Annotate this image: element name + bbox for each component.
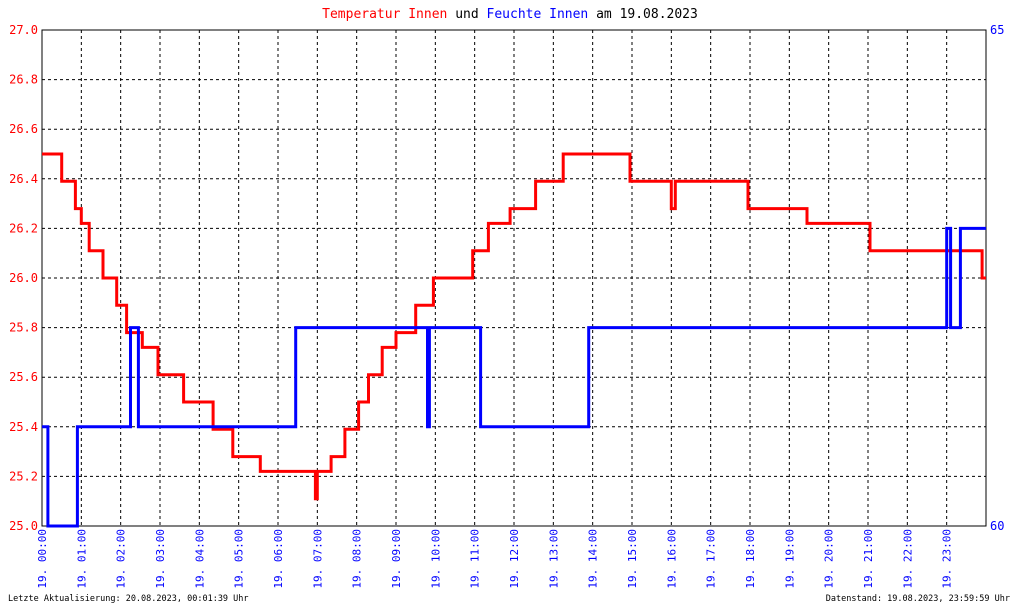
y-tick-label-left: 25.8 [9, 321, 38, 335]
x-tick-label: 19. 12:00 [508, 529, 521, 589]
x-tick-label: 19. 02:00 [115, 529, 128, 589]
x-tick-label: 19. 14:00 [587, 529, 600, 589]
chart-title: Temperatur Innen und Feuchte Innen am 19… [322, 7, 698, 22]
footer-last-update: Letzte Aktualisierung: 20.08.2023, 00:01… [8, 594, 249, 604]
x-tick-label: 19. 03:00 [154, 529, 167, 589]
y-tick-label-left: 26.2 [9, 221, 38, 235]
y-tick-label-left: 26.4 [9, 172, 38, 186]
x-tick-label: 19. 22:00 [901, 529, 914, 589]
x-tick-label: 19. 07:00 [311, 529, 324, 589]
y-axis-left-labels: 25.0 25.2 25.4 25.6 25.8 26.0 26.2 26.4 26.6 26.8… [9, 23, 38, 533]
x-tick-label: 19. 09:00 [390, 529, 403, 589]
x-tick-label: 19. 13:00 [547, 529, 560, 589]
y-tick-label-left: 27.0 [9, 23, 38, 37]
title-date: am 19.08.2023 [588, 7, 698, 22]
x-tick-label: 19. 16:00 [665, 529, 678, 589]
footer-data-status: Datenstand: 19.08.2023, 23:59:59 Uhr [826, 594, 1010, 604]
series-line-temperature [42, 152, 986, 501]
x-tick-label: 19. 01:00 [75, 529, 88, 589]
x-tick-label: 19. 17:00 [705, 529, 718, 589]
y-tick-label-left: 25.0 [9, 519, 38, 533]
x-tick-label: 19. 08:00 [351, 529, 364, 589]
x-tick-label: 19. 04:00 [193, 529, 206, 589]
title-temperature: Temperatur Innen [322, 7, 447, 22]
title-humidity: Feuchte Innen [487, 7, 589, 22]
series [42, 152, 986, 528]
x-tick-label: 19. 06:00 [272, 529, 285, 589]
y-tick-label-left: 25.2 [9, 469, 38, 483]
y-tick-label-left: 25.4 [9, 420, 38, 434]
x-tick-label: 19. 20:00 [823, 529, 836, 589]
x-tick-label: 19. 10:00 [429, 529, 442, 589]
y-tick-label-left: 25.6 [9, 370, 38, 384]
x-axis-labels: 19. 00:00 19. 01:00 19. 02:00 19. 03:00 19. … [36, 529, 954, 589]
title-und: und [447, 7, 486, 22]
x-tick-label: 19. 11:00 [469, 529, 482, 589]
y-tick-label-left: 26.6 [9, 122, 38, 136]
x-tick-label: 19. 05:00 [233, 529, 246, 589]
x-tick-label: 19. 21:00 [862, 529, 875, 589]
x-tick-label: 19. 15:00 [626, 529, 639, 589]
x-tick-label: 19. 23:00 [941, 529, 954, 589]
series-line-humidity [42, 226, 986, 528]
y-tick-label-right: 60 [990, 519, 1004, 533]
y-axis-right-labels: 60 65 [990, 23, 1004, 533]
y-tick-label-left: 26.0 [9, 271, 38, 285]
x-tick-label: 19. 00:00 [36, 529, 49, 589]
y-tick-label-left: 26.8 [9, 73, 38, 87]
x-tick-label: 19. 19:00 [783, 529, 796, 589]
y-tick-label-right: 65 [990, 23, 1004, 37]
x-tick-label: 19. 18:00 [744, 529, 757, 589]
